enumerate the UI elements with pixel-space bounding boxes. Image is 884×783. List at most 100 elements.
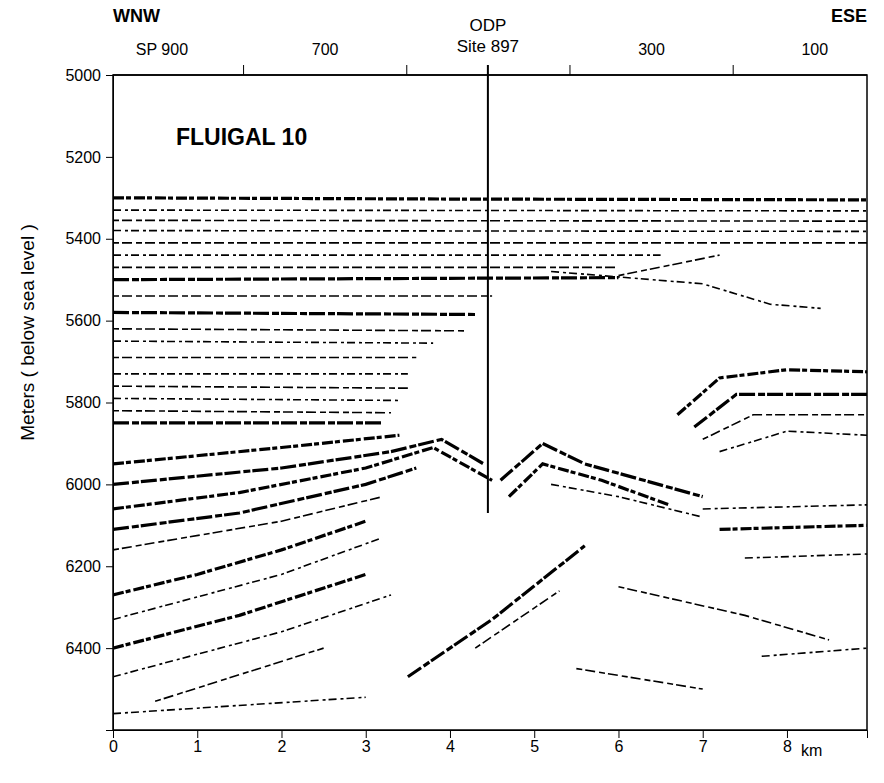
x-tick: 5 <box>530 730 539 755</box>
x-axis: 0 1 2 3 4 5 6 7 8 <box>109 730 867 755</box>
y-tick-mark <box>106 484 113 485</box>
x-tick-label: 7 <box>699 738 708 755</box>
y-tick: 5200 <box>65 148 113 165</box>
reflector <box>113 421 383 424</box>
reflectors <box>113 198 867 714</box>
sp-tick-mark <box>243 65 244 75</box>
x-tick-label: 3 <box>362 738 371 755</box>
sp-tick-mark <box>733 65 734 75</box>
reflector <box>113 312 475 314</box>
x-tick-label: 6 <box>615 738 624 755</box>
reflector <box>113 439 484 484</box>
y-tick-label: 5800 <box>65 394 101 411</box>
reflector <box>113 220 867 222</box>
x-tick-mark <box>450 730 451 738</box>
reflector <box>113 254 661 256</box>
site-label: ODP <box>469 16 506 35</box>
x-axis-title: km <box>801 742 822 759</box>
y-tick-mark <box>106 157 113 158</box>
reflector <box>551 272 821 309</box>
x-tick-label: 8 <box>783 738 792 755</box>
reflector <box>113 697 366 713</box>
y-tick-label: 6000 <box>65 476 101 493</box>
reflector <box>113 574 366 648</box>
direction-label: WNW <box>113 6 160 26</box>
y-tick: 5400 <box>65 230 113 247</box>
reflector <box>113 595 391 677</box>
y-tick-mark <box>106 566 113 567</box>
site-label: Site 897 <box>457 37 519 56</box>
y-tick: 5000 <box>65 67 113 84</box>
site-borehole <box>487 65 489 513</box>
x-tick-mark <box>618 730 619 738</box>
reflector <box>745 554 867 558</box>
reflector <box>113 435 399 464</box>
reflector <box>703 505 867 509</box>
reflector <box>113 411 391 413</box>
x-tick: 8 <box>783 730 792 755</box>
x-tick: 6 <box>615 730 624 755</box>
y-tick-mark <box>106 648 113 649</box>
sp-tick-label: 300 <box>638 41 665 58</box>
y-tick: 6200 <box>65 558 113 575</box>
reflector <box>155 648 323 701</box>
x-tick: 3 <box>362 730 371 755</box>
reflector <box>408 546 585 677</box>
y-axis-title: Meters ( below sea level ) <box>17 224 38 440</box>
sp-tick-mark <box>569 65 570 75</box>
reflector <box>576 669 702 689</box>
y-tick-label: 5000 <box>65 67 101 84</box>
sp-tick-mark <box>406 65 407 75</box>
reflector <box>113 398 399 400</box>
reflector <box>720 525 867 529</box>
sp-tick-label: 100 <box>801 41 828 58</box>
chart: 5000 5200 5400 5600 5800 6000 6200 6400 0 1 2 3 4 5 6 7… <box>0 0 884 783</box>
x-tick-label: 1 <box>193 738 202 755</box>
x-tick-label: 0 <box>109 738 118 755</box>
x-tick: 1 <box>193 730 202 755</box>
reflector <box>113 497 383 550</box>
y-tick-label: 5200 <box>65 148 101 165</box>
reflector <box>618 587 829 640</box>
reflector <box>113 357 416 359</box>
y-tick: 5800 <box>65 394 113 411</box>
plot-frame <box>113 75 867 730</box>
reflector <box>113 267 618 269</box>
reflector <box>113 373 408 375</box>
y-tick: 5600 <box>65 312 113 329</box>
x-tick-label: 4 <box>446 738 455 755</box>
reflector <box>113 209 867 211</box>
reflector <box>113 242 867 244</box>
y-tick-label: 6400 <box>65 640 101 657</box>
title: FLUIGAL 10 <box>176 124 307 150</box>
reflector <box>703 415 867 440</box>
y-tick-label: 5600 <box>65 312 101 329</box>
reflector <box>677 370 867 415</box>
x-tick: 2 <box>278 730 287 755</box>
y-tick-mark <box>106 75 113 76</box>
reflector <box>113 278 618 280</box>
reflector <box>501 443 703 496</box>
y-tick-mark <box>106 321 113 322</box>
y-tick-mark <box>106 239 113 240</box>
sp-tick-label: SP 900 <box>136 41 188 58</box>
x-axis-line <box>114 731 868 739</box>
y-tick-mark <box>106 403 113 404</box>
y-axis-line <box>106 76 114 731</box>
x-tick-label: 2 <box>278 738 287 755</box>
reflector <box>720 431 867 451</box>
y-tick-label: 5400 <box>65 230 101 247</box>
x-tick-mark <box>787 730 788 738</box>
x-tick-mark <box>703 730 704 738</box>
reflector <box>694 394 867 427</box>
x-tick-mark <box>534 730 535 738</box>
x-tick-mark <box>281 730 282 738</box>
x-tick-mark <box>113 730 114 738</box>
reflector <box>551 484 703 517</box>
x-tick-mark <box>366 730 367 738</box>
reflector <box>113 295 492 297</box>
y-axis: 5000 5200 5400 5600 5800 6000 6200 6400 <box>65 67 113 731</box>
direction-label: ESE <box>831 6 867 26</box>
y-tick: 6400 <box>65 640 113 657</box>
sp-tick-label: 700 <box>312 41 339 58</box>
